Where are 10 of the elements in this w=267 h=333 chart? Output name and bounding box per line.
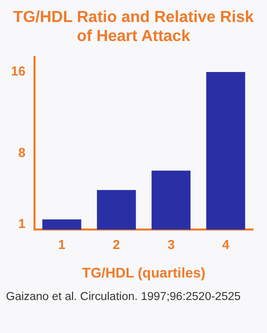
x-tick-label: 2 — [112, 236, 120, 252]
y-tick-label: 8 — [18, 144, 26, 160]
x-tick-label: 3 — [167, 236, 175, 252]
x-tick-label: 4 — [222, 236, 230, 252]
text: Gaizano et al. Circulation. 1997;96:2520-2525 — [6, 290, 242, 305]
x-axis-title: TG/HDL (quartiles) — [82, 264, 206, 280]
chart-title: TG/HDL Ratio and Relative Risk of Heart Attack — [12, 8, 255, 46]
x-tick-label: 1 — [58, 236, 66, 252]
y-tick-label: 16 — [10, 64, 26, 79]
y-tick-label: 1 — [18, 216, 26, 232]
